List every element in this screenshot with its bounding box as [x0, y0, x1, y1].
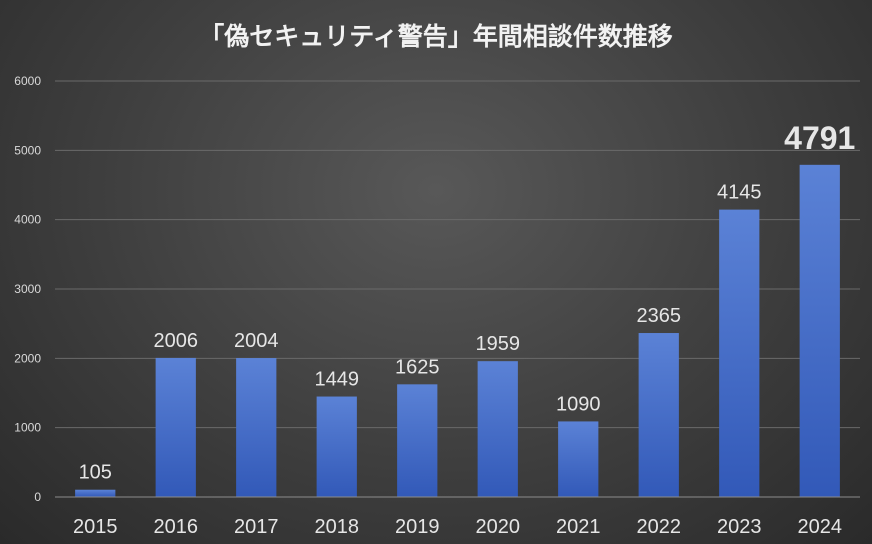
data-labels: 105 2006 2004 1449 1625 1959 1090 2365 4145 4791: [79, 120, 856, 484]
bar-2016: [155, 357, 196, 497]
bar-2022: [638, 333, 679, 497]
bar-2017: [236, 358, 277, 497]
y-tick-label: 5000: [14, 143, 41, 157]
y-tick-label: 4000: [14, 213, 41, 227]
y-tick-label: 3000: [14, 282, 41, 296]
y-tick-label: 1000: [14, 421, 41, 435]
x-tick-label: 2024: [798, 516, 843, 538]
x-tick-label: 2021: [556, 516, 601, 538]
x-tick-label: 2023: [717, 516, 762, 538]
bar-2020: [477, 361, 518, 497]
x-axis-ticks: 2015 2016 2017 2018 2019 2020 2021 2022 2023 2024: [73, 516, 842, 538]
bars: [75, 164, 840, 497]
bar-2023: [719, 209, 760, 497]
x-tick-label: 2016: [154, 516, 199, 538]
data-label-2018: 1449: [315, 369, 360, 391]
data-label-2024: 4791: [784, 120, 855, 156]
x-tick-label: 2018: [315, 516, 360, 538]
chart-title: 「偽セキュリティ警告」年間相談件数推移: [199, 22, 673, 51]
data-label-2020: 1959: [476, 333, 521, 355]
data-label-2017: 2004: [234, 330, 279, 352]
data-label-2022: 2365: [637, 305, 682, 327]
data-label-2015: 105: [79, 462, 112, 484]
bar-2015: [75, 489, 116, 497]
x-tick-label: 2022: [637, 516, 682, 538]
x-tick-label: 2019: [395, 516, 440, 538]
y-tick-label: 0: [34, 490, 41, 504]
data-label-2023: 4145: [717, 182, 762, 204]
x-tick-label: 2020: [476, 516, 521, 538]
bar-2019: [397, 384, 438, 497]
x-tick-label: 2017: [234, 516, 279, 538]
y-tick-label: 2000: [14, 351, 41, 365]
y-axis-ticks: 0 1000 2000 3000 4000 5000 6000: [14, 74, 41, 504]
bar-2024: [799, 164, 840, 497]
x-tick-label: 2015: [73, 516, 118, 538]
data-label-2021: 1090: [556, 393, 601, 415]
data-label-2019: 1625: [395, 356, 440, 378]
y-tick-label: 6000: [14, 74, 41, 88]
data-label-2016: 2006: [154, 330, 199, 352]
bar-2021: [558, 421, 599, 497]
bar-2018: [316, 396, 357, 497]
